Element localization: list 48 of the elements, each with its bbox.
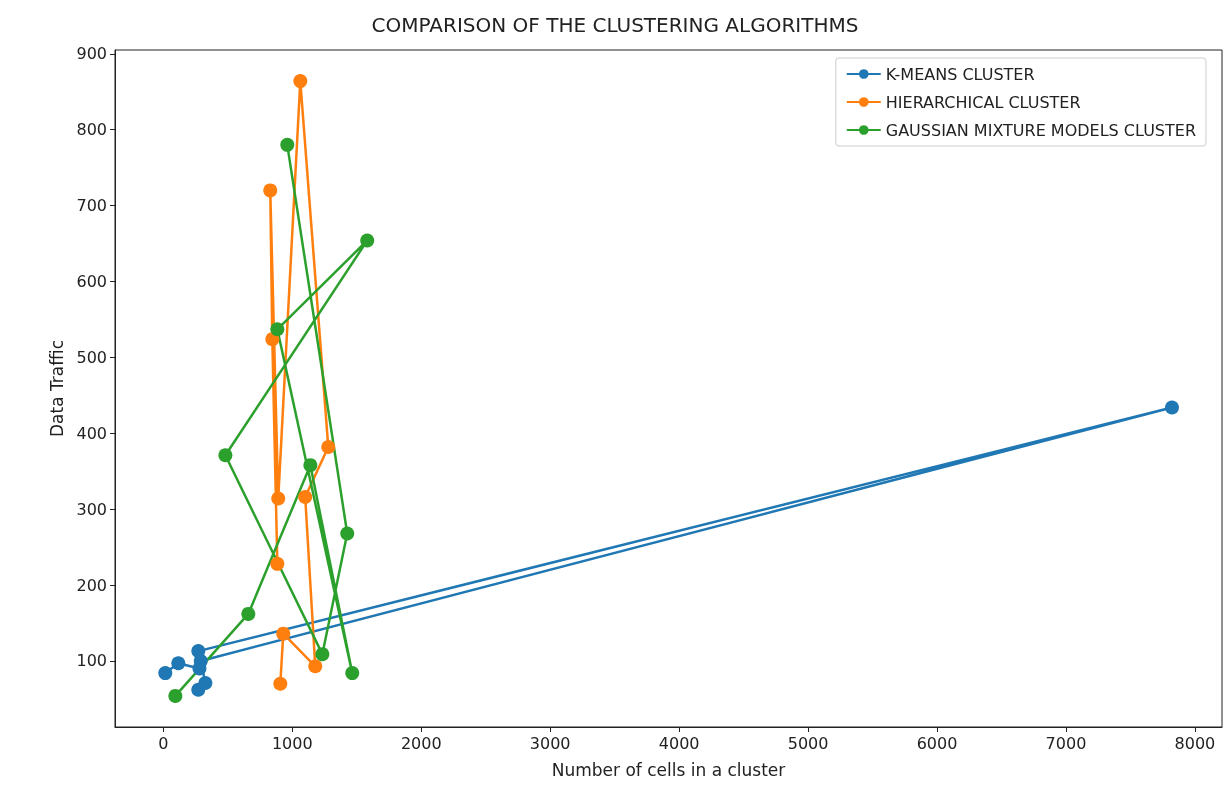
y-tick-label: 200 xyxy=(76,575,107,595)
x-tick-label: 8000 xyxy=(1174,733,1216,753)
point xyxy=(270,556,285,571)
chart-title: COMPARISON OF THE CLUSTERING ALGORITHMS xyxy=(371,13,859,37)
point xyxy=(1164,400,1179,415)
point xyxy=(340,526,355,541)
x-tick-label: 6000 xyxy=(916,733,958,753)
point xyxy=(345,666,360,681)
point xyxy=(158,666,173,681)
point xyxy=(241,606,256,621)
point xyxy=(298,490,313,505)
point xyxy=(308,659,323,674)
x-tick-label: 5000 xyxy=(787,733,829,753)
point xyxy=(193,653,208,668)
point xyxy=(270,322,285,337)
point xyxy=(218,448,233,463)
y-tick-label: 300 xyxy=(76,499,107,519)
y-tick-label: 500 xyxy=(76,347,107,367)
x-tick-label: 1000 xyxy=(271,733,313,753)
point xyxy=(293,74,308,89)
x-axis-title: Number of cells in a cluster xyxy=(551,759,786,780)
x-tick-label: 2000 xyxy=(400,733,442,753)
point xyxy=(263,183,278,198)
point xyxy=(168,688,183,703)
y-tick-label: 100 xyxy=(76,651,107,671)
point xyxy=(321,439,336,454)
y-tick-label: 800 xyxy=(76,120,107,140)
y-tick-label: 700 xyxy=(76,196,107,216)
point xyxy=(271,491,286,506)
x-tick-label: 7000 xyxy=(1045,733,1087,753)
x-tick-label: 3000 xyxy=(529,733,571,753)
point xyxy=(171,656,186,671)
point xyxy=(315,647,330,662)
y-axis-title: Data Traffic xyxy=(46,339,67,438)
legend-label: HIERARCHICAL CLUSTER xyxy=(885,92,1081,112)
point xyxy=(360,233,375,248)
y-tick-label: 400 xyxy=(76,423,107,443)
point xyxy=(303,458,318,473)
point xyxy=(191,682,206,697)
legend-label: K-MEANS CLUSTER xyxy=(885,64,1035,84)
y-tick-label: 600 xyxy=(76,271,107,291)
legend-label: GAUSSIAN MIXTURE MODELS CLUSTER xyxy=(885,120,1197,140)
x-tick-label: 4000 xyxy=(658,733,700,753)
point xyxy=(276,626,291,641)
point xyxy=(280,137,295,152)
y-tick-label: 900 xyxy=(76,44,107,64)
x-tick-label: 0 xyxy=(158,733,169,753)
point xyxy=(273,676,288,691)
